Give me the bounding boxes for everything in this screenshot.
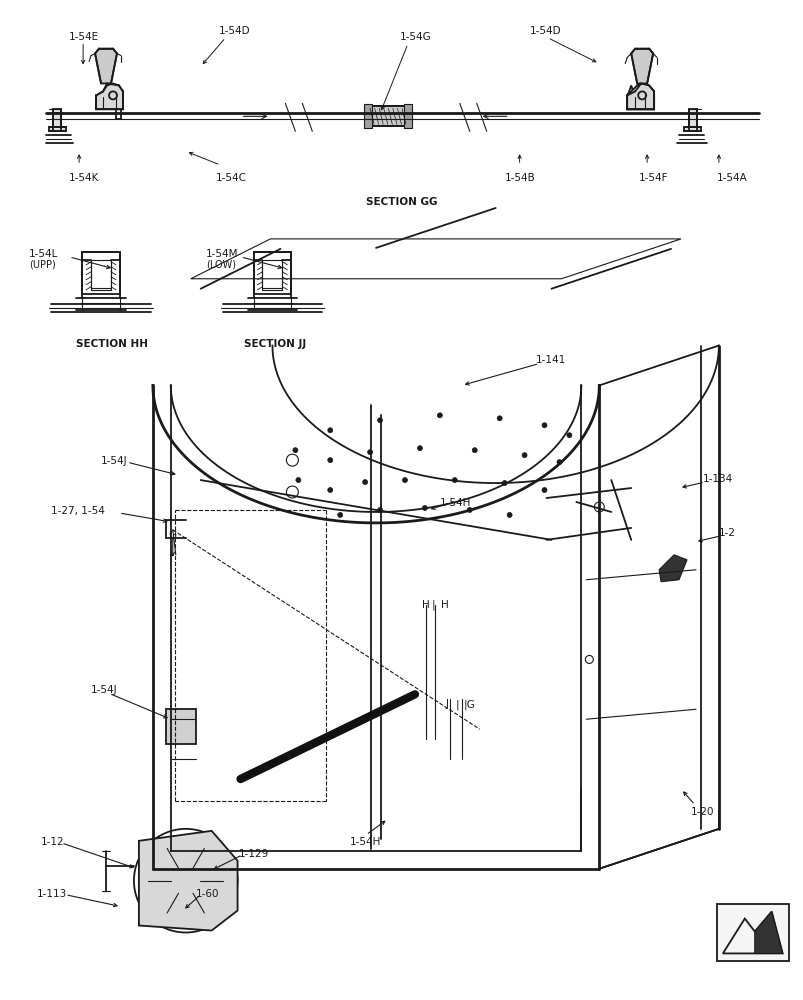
Text: 1-54H: 1-54H [350,837,381,847]
Circle shape [296,478,300,483]
Circle shape [377,507,382,512]
Circle shape [422,505,427,510]
Polygon shape [95,49,117,83]
Circle shape [521,453,527,458]
Circle shape [566,433,571,438]
Text: (LOW): (LOW) [206,260,235,270]
Text: 1-134: 1-134 [702,474,732,484]
Circle shape [502,481,507,486]
Polygon shape [683,127,700,131]
Text: 1-129: 1-129 [238,849,268,859]
Text: 1-141: 1-141 [535,355,565,365]
Text: 1-113: 1-113 [37,889,67,899]
Polygon shape [626,83,654,109]
Text: 1-60: 1-60 [195,889,219,899]
Text: 1-54E: 1-54E [69,32,99,42]
Circle shape [541,488,546,493]
Text: 1-20: 1-20 [690,807,714,817]
Text: 1-54A: 1-54A [716,173,747,183]
Circle shape [541,423,546,428]
Polygon shape [630,49,652,83]
Polygon shape [139,831,237,931]
Bar [716,904,788,961]
Polygon shape [658,555,686,582]
Circle shape [180,875,191,887]
Text: SECTION HH: SECTION HH [76,339,148,349]
Circle shape [402,478,407,483]
Text: 1-54B: 1-54B [504,173,535,183]
Text: G: G [169,530,177,540]
Circle shape [328,458,332,463]
Text: 1-54D: 1-54D [218,26,250,36]
Text: 1-12: 1-12 [41,837,65,847]
Text: 1-54J: 1-54J [101,456,128,466]
Text: 1-54H: 1-54H [439,498,471,508]
Circle shape [471,448,477,453]
Circle shape [452,478,457,483]
Circle shape [507,512,512,517]
Polygon shape [688,109,696,127]
Bar [364,104,372,128]
Text: (UPP): (UPP) [29,260,56,270]
Text: 1-54D: 1-54D [529,26,560,36]
Circle shape [496,416,502,421]
Polygon shape [754,912,781,953]
Text: 1-2: 1-2 [718,528,735,538]
Circle shape [556,460,561,465]
Polygon shape [365,106,410,126]
Circle shape [362,480,367,485]
Text: 1-54C: 1-54C [215,173,247,183]
Text: |G: |G [463,699,475,710]
Text: 1-54K: 1-54K [69,173,100,183]
Text: |: | [169,545,172,555]
Circle shape [328,428,332,433]
Text: 1-54G: 1-54G [400,32,431,42]
Circle shape [377,418,382,423]
Text: H: H [422,600,429,610]
Text: |: | [431,600,435,610]
Text: H: H [440,600,448,610]
Text: 1-54M: 1-54M [206,249,238,259]
Circle shape [292,448,297,453]
Text: |: | [455,699,459,710]
Circle shape [337,512,342,517]
Circle shape [467,507,471,512]
Text: SECTION JJ: SECTION JJ [243,339,305,349]
Text: SECTION GG: SECTION GG [366,197,437,207]
Polygon shape [96,83,123,109]
Text: 1-54L: 1-54L [29,249,59,259]
Circle shape [417,446,422,451]
Text: 1-54F: 1-54F [638,173,668,183]
Circle shape [437,413,442,418]
Polygon shape [626,83,654,109]
Polygon shape [165,709,195,744]
Bar [403,104,411,128]
Text: 1-27, 1-54: 1-27, 1-54 [51,506,105,516]
Circle shape [367,450,372,455]
Text: 1-54J: 1-54J [91,685,117,695]
Bar [365,106,410,126]
Circle shape [328,488,332,493]
Text: J: J [446,699,448,709]
Polygon shape [53,109,61,127]
Polygon shape [49,127,66,131]
